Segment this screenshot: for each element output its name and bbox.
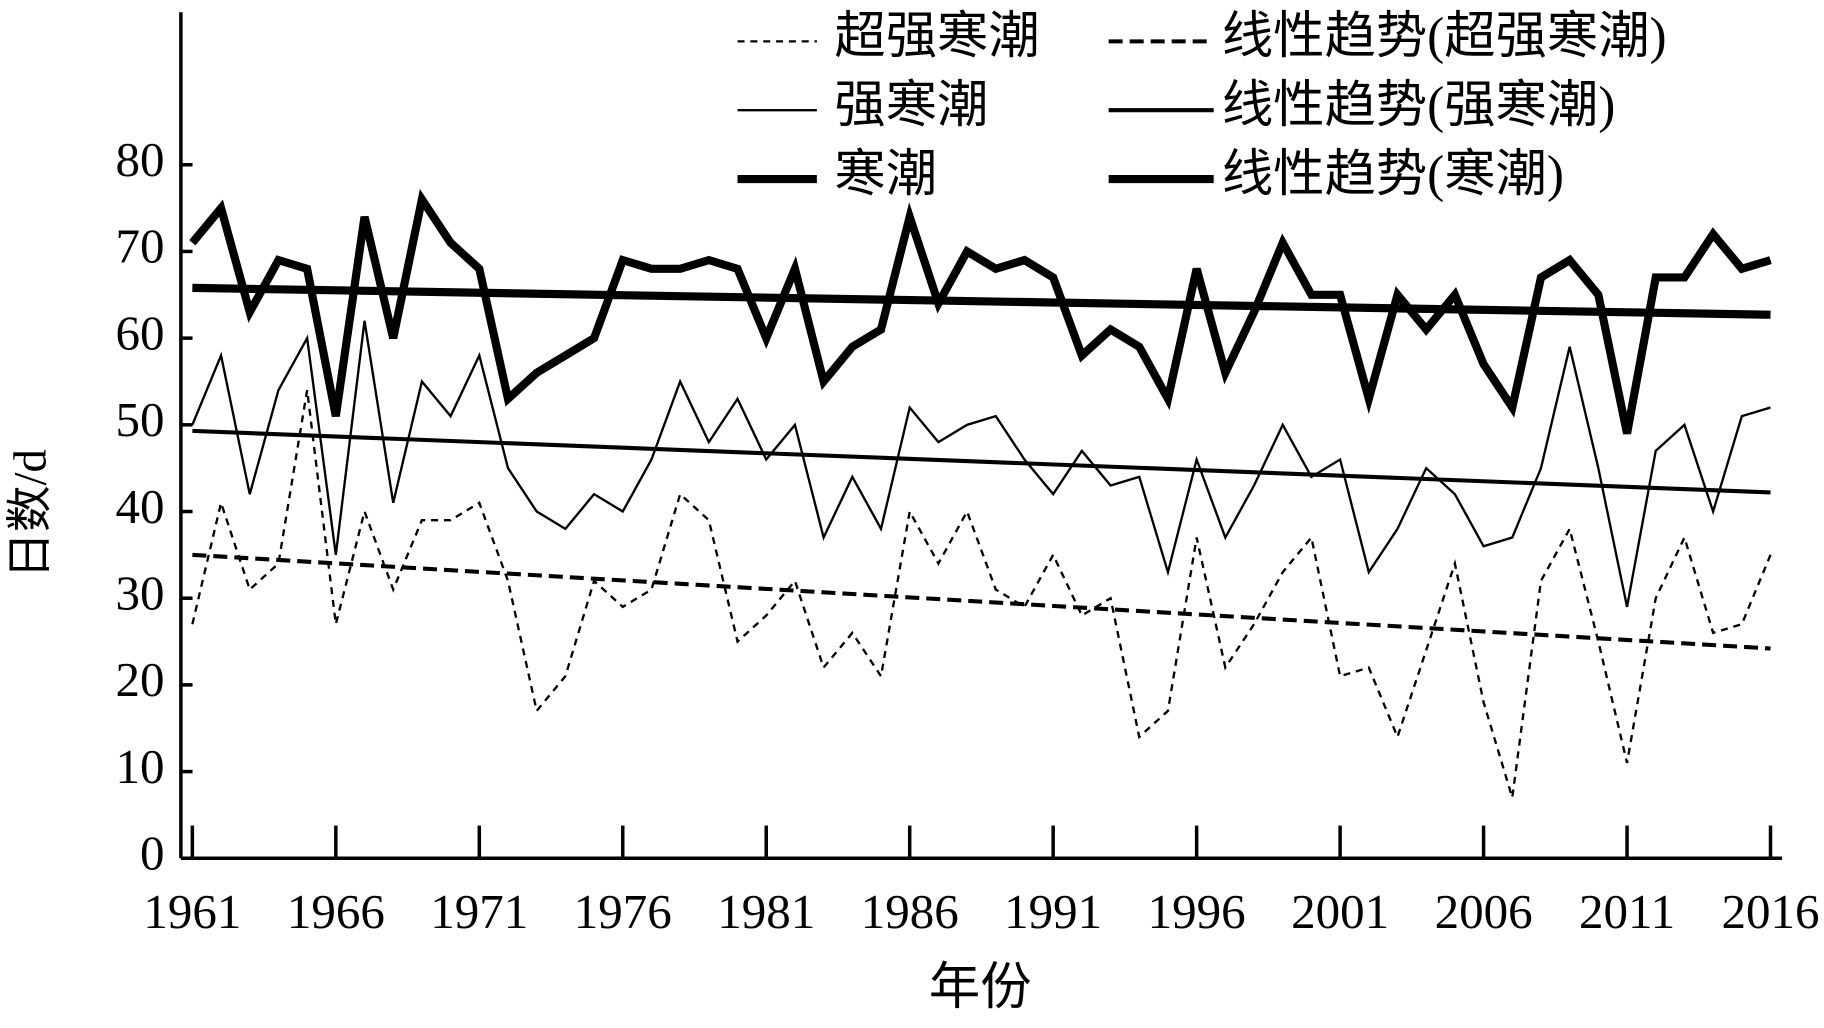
y-tick-label: 0 bbox=[140, 826, 165, 881]
y-tick-label: 80 bbox=[116, 132, 165, 187]
x-axis-label: 年份 bbox=[929, 959, 1032, 1016]
series-line bbox=[192, 552, 1771, 651]
series-line bbox=[192, 283, 1771, 319]
y-axis-label: 日数/d bbox=[5, 449, 57, 579]
legend-label: 线性趋势(强寒潮) bbox=[1222, 77, 1615, 134]
x-tick-label: 1976 bbox=[574, 884, 672, 939]
x-tick-label: 2011 bbox=[1579, 884, 1675, 939]
legend-label: 线性趋势(寒潮) bbox=[1222, 146, 1564, 203]
y-tick-label: 10 bbox=[116, 739, 165, 794]
x-tick-label: 1981 bbox=[717, 884, 815, 939]
x-tick-label: 1986 bbox=[861, 884, 959, 939]
y-tick-label: 70 bbox=[116, 219, 165, 274]
y-tick-label: 60 bbox=[116, 305, 165, 360]
y-tick-label: 20 bbox=[116, 652, 165, 707]
legend-label: 寒潮 bbox=[834, 146, 937, 203]
series-line bbox=[189, 189, 1772, 435]
y-tick-label: 50 bbox=[116, 392, 165, 447]
series-line bbox=[192, 428, 1771, 495]
x-tick-label: 1966 bbox=[287, 884, 385, 939]
y-tick-label: 30 bbox=[116, 565, 165, 620]
legend-label: 超强寒潮 bbox=[834, 8, 1039, 65]
legend-label: 线性趋势(超强寒潮) bbox=[1222, 8, 1667, 65]
series-line bbox=[191, 389, 1772, 798]
x-tick-label: 1996 bbox=[1148, 884, 1246, 939]
x-tick-label: 1971 bbox=[430, 884, 528, 939]
x-tick-label: 1991 bbox=[1004, 884, 1102, 939]
y-tick-label: 40 bbox=[116, 479, 165, 534]
x-tick-label: 2001 bbox=[1291, 884, 1389, 939]
x-tick-label: 1961 bbox=[143, 884, 241, 939]
x-tick-label: 2016 bbox=[1722, 884, 1820, 939]
series-line bbox=[191, 320, 1771, 608]
legend-label: 强寒潮 bbox=[834, 77, 988, 134]
x-tick-label: 2006 bbox=[1435, 884, 1533, 939]
